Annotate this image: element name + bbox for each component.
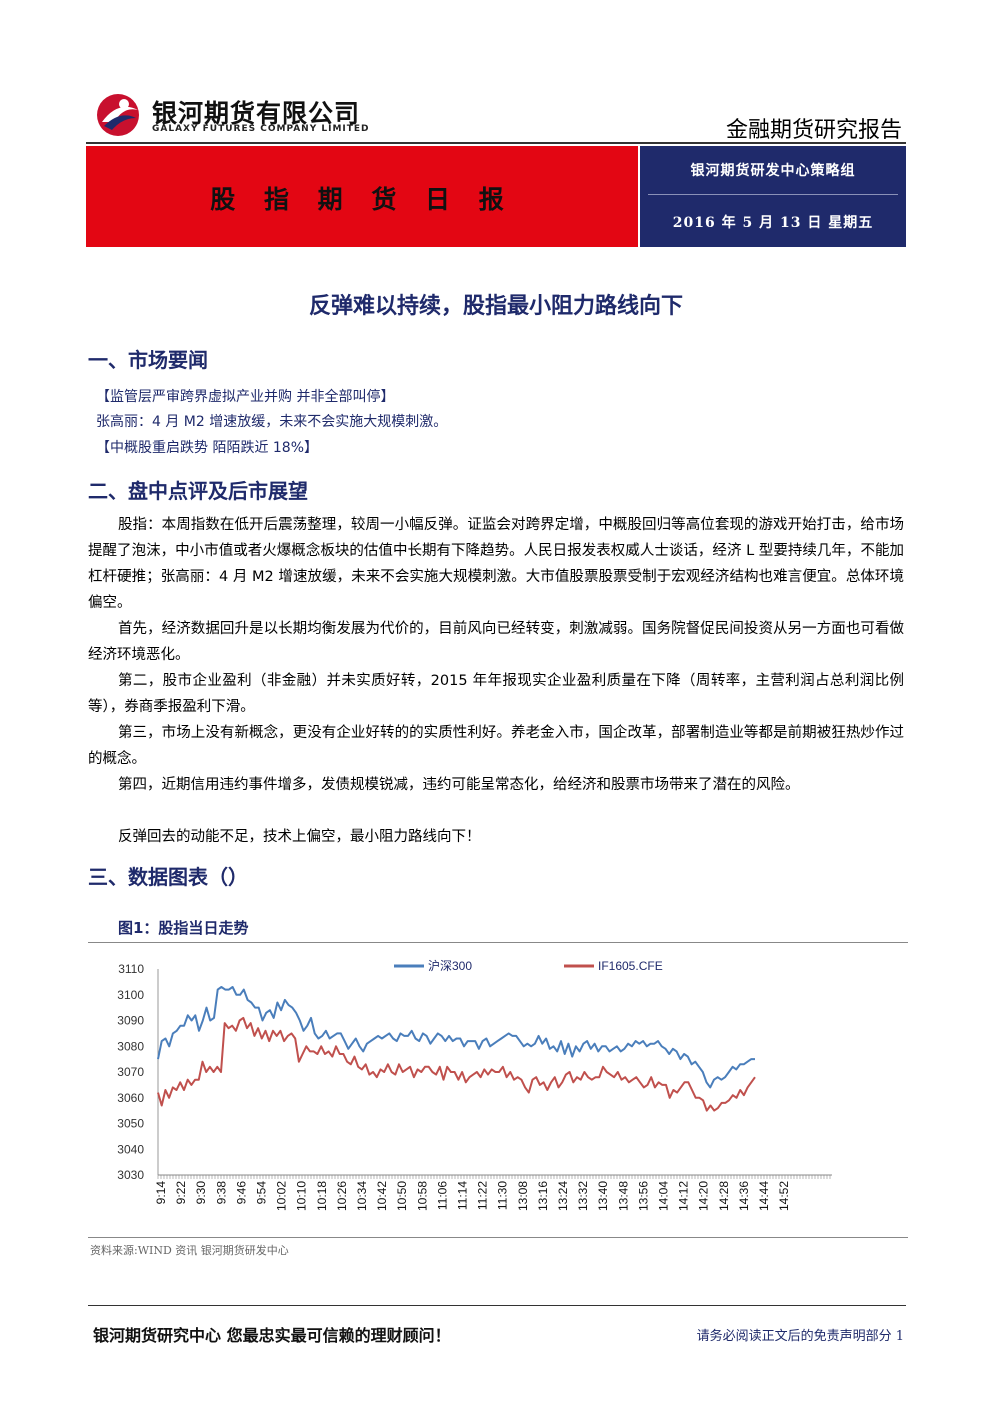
page-title: 反弹难以持续，股指最小阻力路线向下 [308,294,683,319]
galaxy-logo-icon [97,94,139,136]
paragraph: 首先，经济数据回升是以长期均衡发展为代价的，目前风向已经转变，刺激减弱。国务院督… [88,621,904,663]
x-tick-label: 11:30 [496,1181,510,1210]
x-tick-label: 14:36 [737,1181,751,1211]
x-tick-label: 10:34 [355,1181,369,1211]
paragraph: 第三，市场上没有新概念，更没有企业好转的的实质性利好。养老金入市，国企改革，部署… [88,725,904,767]
x-tick-label: 10:26 [335,1181,349,1211]
figure-top-rule [88,942,908,943]
figure-bottom-rule [88,1237,908,1238]
y-tick-label: 3090 [117,1014,144,1028]
y-tick-label: 3050 [117,1117,144,1131]
figure-title: 图1：股指当日走势 [118,919,249,937]
y-tick-label: 3070 [117,1065,144,1079]
x-tick-label: 10:10 [295,1181,309,1211]
x-tick-label: 14:52 [777,1181,791,1211]
section-heading-charts: 三、数据图表（） [88,865,248,889]
header-rule [86,142,906,144]
x-tick-label: 9:46 [234,1181,248,1205]
report-type: 金融期货研究报告 [725,118,902,143]
data-source: 资料来源:WIND 资讯 银河期货研发中心 [90,1244,289,1257]
legend-label: IF1605.CFE [598,959,663,973]
section-heading-outlook: 二、盘中点评及后市展望 [88,479,308,503]
company-name-cn: 银河期货有限公司 [152,99,361,128]
x-tick-label: 11:14 [456,1181,470,1210]
y-tick-label: 3030 [117,1168,144,1182]
index-intraday-chart: 3030 3040 3050 3060 3070 3080 3090 3100 3110 9:14… [117,959,832,1211]
x-tick-label: 13:08 [516,1181,530,1211]
footer-center-name: 银河期货研究中心 [93,1326,222,1345]
x-tick-label: 9:14 [154,1181,168,1205]
y-tick-label: 3100 [117,988,144,1002]
x-tick-label: 11:22 [476,1181,490,1210]
paragraph: 股指：本周指数在低开后震荡整理，较周一小幅反弹。证监会对跨界定增，中概股回归等高… [88,517,904,611]
x-tick-label: 10:42 [375,1181,389,1211]
paragraph: 第四，近期信用违约事件增多，发债规模锐减，违约可能呈常态化，给经济和股票市场带来… [118,777,800,793]
x-tick-label: 11:06 [435,1181,449,1210]
x-tick-label: 13:48 [616,1181,630,1211]
x-tick-label: 10:18 [315,1181,329,1211]
x-tick-label: 14:20 [697,1181,711,1211]
x-tick-label: 9:22 [174,1181,188,1205]
series-line-hs300 [157,986,755,1089]
y-tick-label: 3080 [117,1039,144,1053]
x-tick-label: 9:38 [214,1181,228,1205]
x-tick-label: 10:58 [415,1181,429,1211]
company-name-en: GALAXY FUTURES COMPANY LIMITED [152,124,370,134]
footer-slogan: 银河期货研究中心 您最忠实最可信赖的理财顾问！ [93,1322,451,1346]
x-tick-label: 10:50 [395,1181,409,1211]
x-tick-label: 13:24 [556,1181,570,1211]
y-tick-label: 3040 [117,1142,144,1156]
paragraph: 第二，股市企业盈利（非金融）并未实质好转，2015 年年报现实企业盈利质量在下降… [88,673,904,715]
x-tick-label: 14:12 [677,1181,691,1211]
news-item: 【监管层严审跨界虚拟产业并购 并非全部叫停】 [96,389,395,405]
x-tick-label: 13:40 [596,1181,610,1211]
x-tick-label: 14:04 [657,1181,671,1211]
section-heading-market-news: 一、市场要闻 [88,348,208,372]
footer-disclaimer: 请务必阅读正文后的免责声明部分 1 [696,1329,904,1344]
news-item: 张高丽：4 月 M2 增速放缓，未来不会实施大规模刺激。 [96,414,448,430]
legend-label: 沪深300 [428,959,472,973]
series-line-if1605 [157,1016,756,1112]
paragraph: 反弹回去的动能不足，技术上偏空，最小阻力路线向下！ [118,829,481,845]
footer-tagline: 您最忠实最可信赖的理财顾问！ [221,1326,451,1345]
title-banner [86,146,638,247]
y-tick-label: 3110 [118,962,144,976]
x-tick-label: 9:54 [255,1181,269,1205]
x-tick-label: 13:16 [536,1181,550,1211]
y-tick-label: 3060 [117,1091,144,1105]
footer-rule [88,1305,906,1306]
x-tick-label: 10:02 [275,1181,289,1211]
banner-divider [648,194,898,195]
banner-title: 股 指 期 货 日 报 [210,185,514,214]
report-date: 2016 年 5 月 13 日 星期五 [672,215,874,231]
news-item: 【中概股重启跌势 陌陌跌近 18%】 [96,440,319,456]
x-tick-label: 14:28 [717,1181,731,1211]
team-name: 银河期货研发中心策略组 [690,163,856,179]
x-tick-label: 13:56 [636,1181,650,1211]
x-tick-label: 14:44 [757,1181,771,1211]
x-tick-label: 9:30 [194,1181,208,1205]
x-tick-label: 13:32 [576,1181,590,1211]
info-banner [640,146,906,247]
